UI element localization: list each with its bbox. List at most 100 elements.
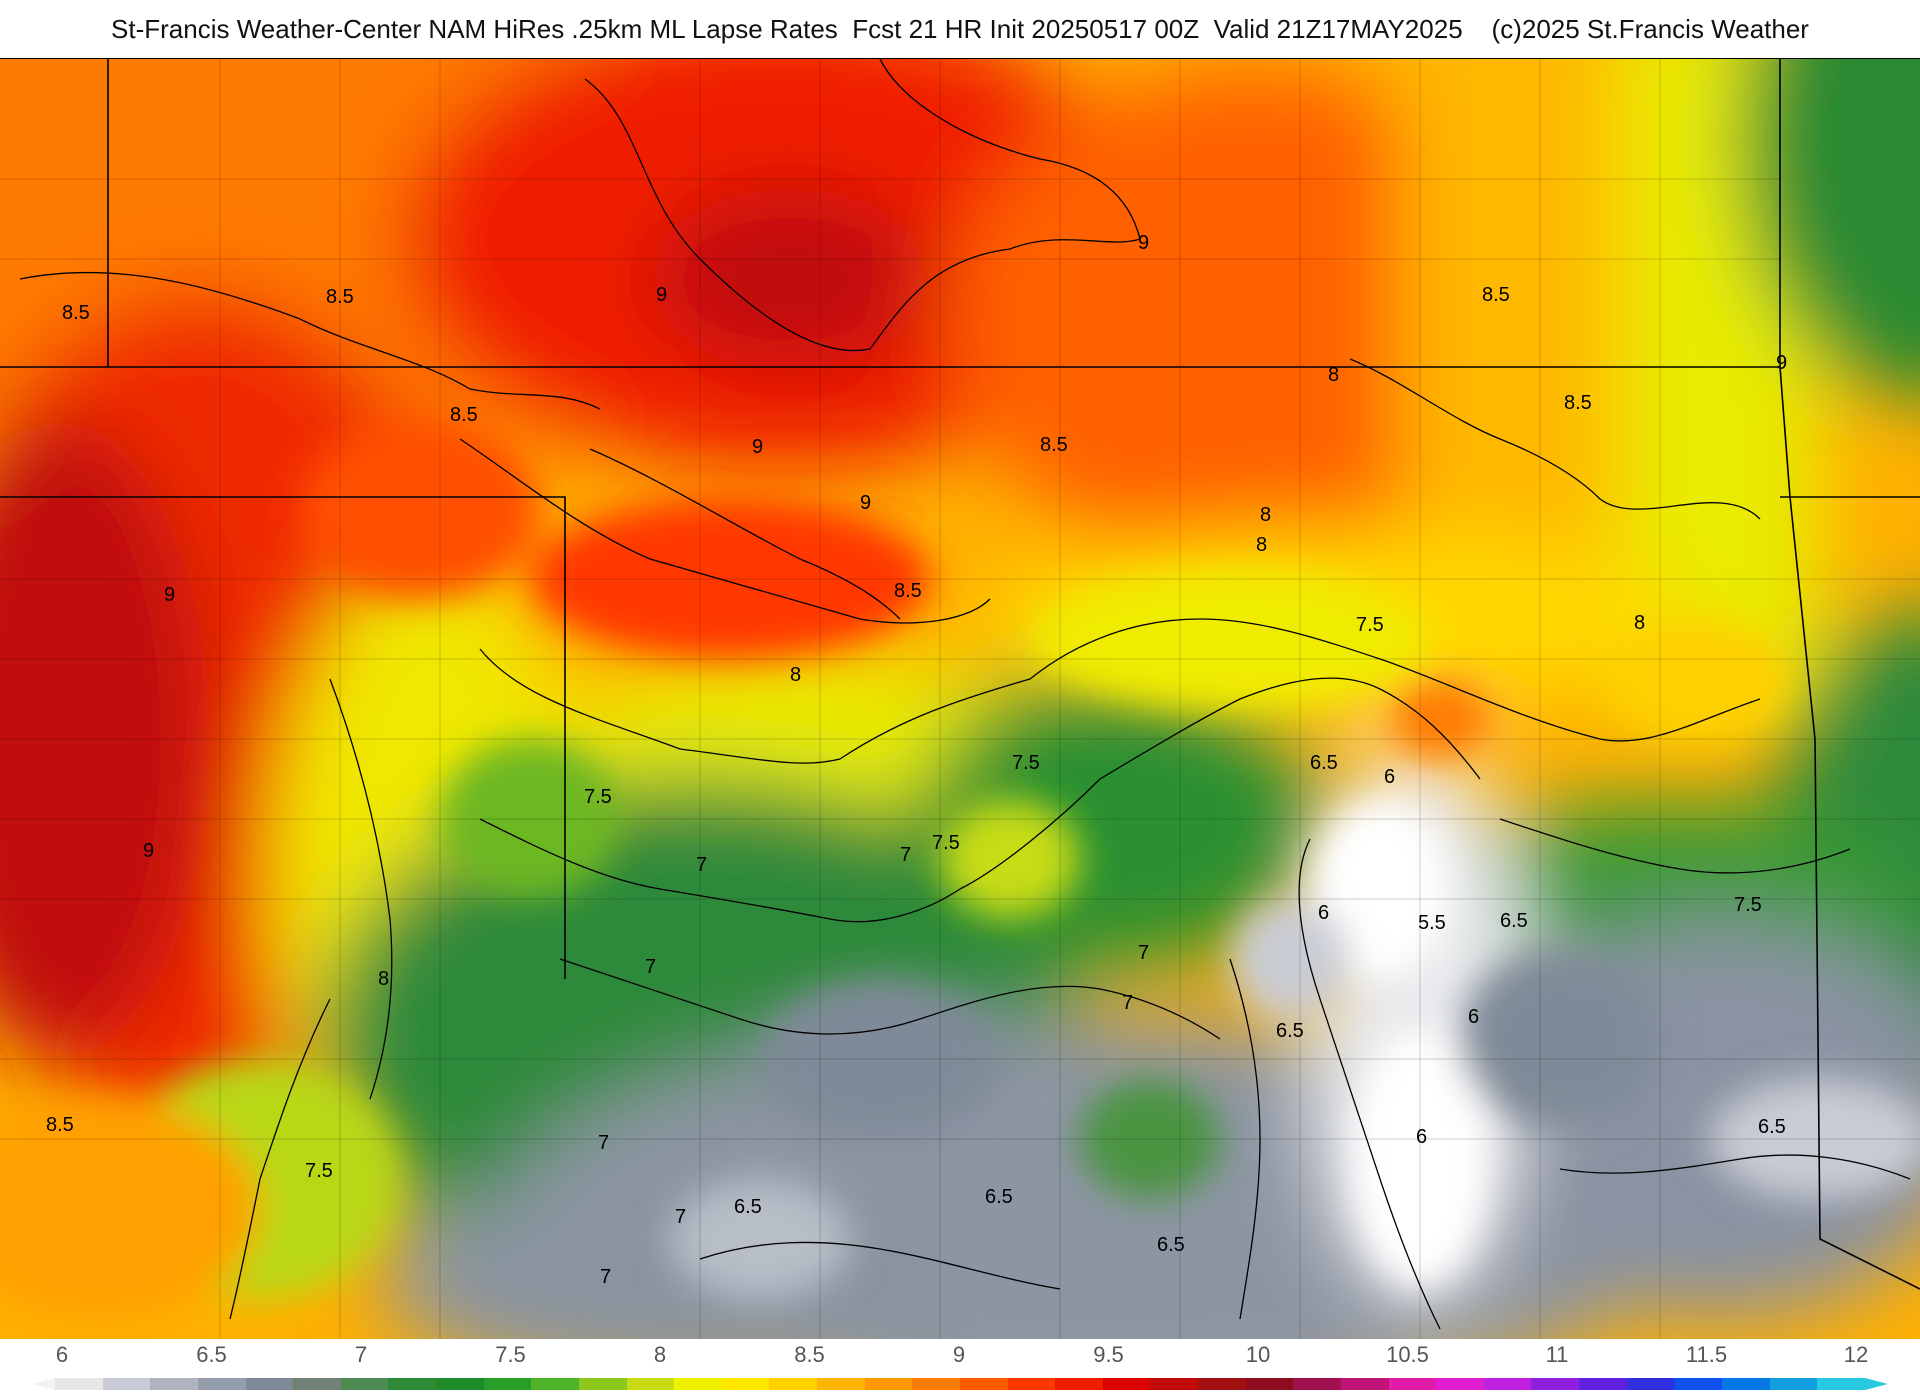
color-scale-swatch xyxy=(1531,1378,1579,1390)
contour-label: 7.5 xyxy=(1734,894,1762,916)
color-scale-swatch xyxy=(150,1378,198,1390)
color-scale-swatch xyxy=(721,1378,770,1390)
contour-label: 8.5 xyxy=(1040,434,1068,456)
color-scale-swatch xyxy=(388,1378,436,1390)
contour-label: 7 xyxy=(696,854,707,876)
contour-label: 6 xyxy=(1416,1126,1427,1148)
contour-label: 6 xyxy=(1468,1006,1479,1028)
color-scale-swatch xyxy=(1436,1378,1484,1390)
contour-6-5-south xyxy=(699,1241,1061,1290)
color-scale-swatch xyxy=(1340,1378,1389,1390)
contour-label: 6 xyxy=(1384,766,1395,788)
color-scale-low-arrow xyxy=(32,1378,55,1390)
color-scale-swatch xyxy=(293,1378,341,1390)
color-scale-tick: 10.5 xyxy=(1386,1342,1429,1367)
color-scale-tick: 10 xyxy=(1245,1342,1271,1367)
color-scale-swatch xyxy=(864,1378,913,1390)
contour-label: 8.5 xyxy=(450,404,478,426)
color-scale-high-arrow xyxy=(1865,1378,1888,1390)
color-scale-swatch xyxy=(436,1378,484,1390)
contour-7-main xyxy=(559,958,1221,1040)
color-scale-swatch xyxy=(769,1378,817,1390)
contour-label: 5.5 xyxy=(1418,912,1446,934)
lapse-rate-map: 8.5 8.5 9 9 8.5 8.5 8 8.5 9 9 8.5 9 8 8 8 8.5 7.5 8 7.5 9 7.… xyxy=(0,58,1920,1339)
color-scale-tick: 8 xyxy=(653,1342,667,1367)
contour-label: 9 xyxy=(656,284,667,306)
color-scale-swatch xyxy=(483,1378,532,1390)
color-scale-swatch xyxy=(1721,1378,1770,1390)
contour-labels: 8.5 8.5 9 9 8.5 8.5 8 8.5 9 9 8.5 9 8 8 8 8.5 7.5 8 7.5 9 7.… xyxy=(46,232,1787,1288)
color-scale-tick: 9 xyxy=(952,1342,966,1367)
contour-label: 9 xyxy=(143,840,154,862)
contour-7-5-west xyxy=(229,998,331,1320)
contour-label: 6.5 xyxy=(734,1196,762,1218)
color-scale-tick: 6 xyxy=(55,1342,69,1367)
color-scale-strip xyxy=(55,1378,1865,1390)
contour-label: 6.5 xyxy=(1157,1234,1185,1256)
contour-label: 8 xyxy=(1634,612,1645,634)
contour-label: 7.5 xyxy=(305,1160,333,1182)
color-scale-swatch xyxy=(817,1378,865,1390)
contour-label: 8.5 xyxy=(894,580,922,602)
contour-lines xyxy=(19,59,1911,1330)
color-scale-swatch xyxy=(340,1378,389,1390)
contour-6-5-se xyxy=(1559,1154,1911,1180)
color-scale-tick: 12 xyxy=(1843,1342,1869,1367)
color-scale-tick: 9.5 xyxy=(1093,1342,1124,1367)
contour-6-5-main xyxy=(1229,958,1261,1320)
color-scale-swatch xyxy=(959,1378,1008,1390)
color-scale-swatch xyxy=(1198,1378,1246,1390)
contour-label: 8 xyxy=(1256,534,1267,556)
contour-label: 6.5 xyxy=(985,1186,1013,1208)
contour-label: 6.5 xyxy=(1276,1020,1304,1042)
contour-label: 7 xyxy=(600,1266,611,1288)
contour-label: 7 xyxy=(1122,992,1133,1014)
contour-label: 9 xyxy=(1138,232,1149,254)
contour-label: 6.5 xyxy=(1758,1116,1786,1138)
map-title: St-Francis Weather-Center NAM HiRes .25k… xyxy=(111,13,1809,44)
contour-label: 7.5 xyxy=(1356,614,1384,636)
contour-label: 8 xyxy=(1328,364,1339,386)
contour-label: 7.5 xyxy=(932,832,960,854)
color-scale-swatch xyxy=(1055,1378,1103,1390)
contour-label: 7.5 xyxy=(584,786,612,808)
contour-8-5-mid xyxy=(459,438,991,624)
contour-label: 9 xyxy=(860,492,871,514)
color-scale-swatch xyxy=(578,1378,627,1390)
color-scale-swatch xyxy=(1102,1378,1151,1390)
contour-label: 6.5 xyxy=(1310,752,1338,774)
color-scale-swatch xyxy=(1245,1378,1294,1390)
color-scale-swatch xyxy=(912,1378,960,1390)
color-scale-swatch xyxy=(1293,1378,1341,1390)
color-scale-swatch xyxy=(1817,1378,1865,1390)
contour-label: 7 xyxy=(900,844,911,866)
state-borders xyxy=(0,59,1920,1290)
contour-label: 7 xyxy=(675,1206,686,1228)
county-lines xyxy=(0,59,1920,1339)
color-scale-swatch xyxy=(1483,1378,1532,1390)
contour-label: 8 xyxy=(1260,504,1271,526)
contour-label: 8.5 xyxy=(1564,392,1592,414)
contour-label: 8.5 xyxy=(326,286,354,308)
contour-label: 7 xyxy=(598,1132,609,1154)
color-scale-swatch xyxy=(1150,1378,1198,1390)
contour-label: 8 xyxy=(790,664,801,686)
contour-6-core xyxy=(1298,838,1441,1330)
contour-label: 6 xyxy=(1318,902,1329,924)
contour-8-west xyxy=(329,678,393,1100)
color-scale-swatch xyxy=(674,1378,722,1390)
color-scale-swatch xyxy=(55,1378,103,1390)
contour-label: 9 xyxy=(1776,352,1787,374)
contour-9-mid xyxy=(589,448,901,620)
contour-7-5-main xyxy=(479,677,1481,923)
contour-label: 8.5 xyxy=(46,1114,74,1136)
lapse-rate-field: 8.5 8.5 9 9 8.5 8.5 8 8.5 9 9 8.5 9 8 8 8 8.5 7.5 8 7.5 9 7.… xyxy=(0,59,1920,1339)
color-scale-swatch xyxy=(531,1378,579,1390)
contour-label: 7 xyxy=(1138,942,1149,964)
contour-7-5-east xyxy=(1499,818,1851,874)
color-scale-legend: 6 6.5 7 7.5 8 8.5 9 9.5 10 10.5 11 11.5 12 xyxy=(0,1338,1920,1400)
color-scale-swatch xyxy=(245,1378,294,1390)
contour-label: 7.5 xyxy=(1012,752,1040,774)
color-scale-swatch xyxy=(1674,1378,1722,1390)
color-scale-swatch xyxy=(1579,1378,1627,1390)
